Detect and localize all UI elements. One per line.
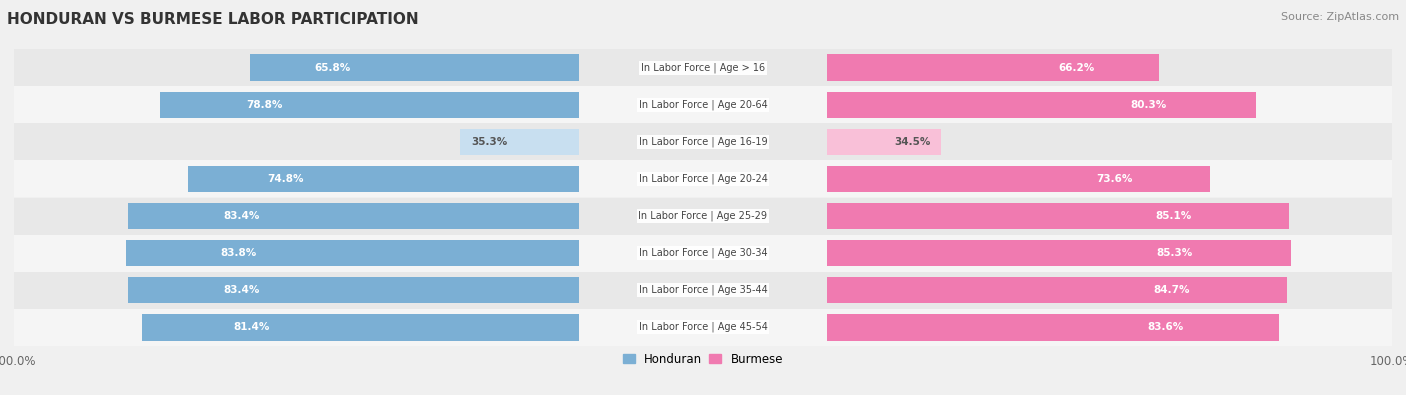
Text: In Labor Force | Age 16-19: In Labor Force | Age 16-19 <box>638 137 768 147</box>
Bar <box>827 92 1256 118</box>
Text: HONDURAN VS BURMESE LABOR PARTICIPATION: HONDURAN VS BURMESE LABOR PARTICIPATION <box>7 12 419 27</box>
Bar <box>14 198 1392 235</box>
Bar <box>827 277 1286 303</box>
Bar <box>125 240 579 267</box>
Text: 83.4%: 83.4% <box>224 211 259 221</box>
Text: 85.3%: 85.3% <box>1157 248 1192 258</box>
Bar <box>14 160 1392 198</box>
Bar <box>14 272 1392 308</box>
Text: In Labor Force | Age 45-54: In Labor Force | Age 45-54 <box>638 322 768 333</box>
Text: In Labor Force | Age 20-24: In Labor Force | Age 20-24 <box>638 174 768 184</box>
Text: 74.8%: 74.8% <box>267 174 304 184</box>
Text: In Labor Force | Age 30-34: In Labor Force | Age 30-34 <box>638 248 768 258</box>
Bar <box>460 128 579 155</box>
Text: 83.8%: 83.8% <box>221 248 257 258</box>
Bar <box>187 166 579 192</box>
Bar <box>142 314 579 340</box>
Text: 65.8%: 65.8% <box>314 63 350 73</box>
Text: In Labor Force | Age 20-64: In Labor Force | Age 20-64 <box>638 100 768 110</box>
Text: In Labor Force | Age > 16: In Labor Force | Age > 16 <box>641 62 765 73</box>
Bar <box>827 203 1289 229</box>
Text: 34.5%: 34.5% <box>894 137 931 147</box>
Bar <box>827 240 1291 267</box>
Text: 83.6%: 83.6% <box>1147 322 1184 332</box>
Text: 35.3%: 35.3% <box>471 137 508 147</box>
Text: 80.3%: 80.3% <box>1130 100 1167 110</box>
Text: 73.6%: 73.6% <box>1097 174 1132 184</box>
Bar <box>14 123 1392 160</box>
Text: Source: ZipAtlas.com: Source: ZipAtlas.com <box>1281 12 1399 22</box>
Text: 81.4%: 81.4% <box>233 322 270 332</box>
Bar <box>827 55 1159 81</box>
Bar <box>14 49 1392 87</box>
Bar <box>160 92 579 118</box>
Bar <box>14 235 1392 272</box>
Bar <box>827 314 1279 340</box>
Text: 66.2%: 66.2% <box>1057 63 1094 73</box>
Bar <box>128 277 579 303</box>
Text: In Labor Force | Age 35-44: In Labor Force | Age 35-44 <box>638 285 768 295</box>
Text: 78.8%: 78.8% <box>246 100 283 110</box>
Bar <box>128 203 579 229</box>
Bar <box>827 128 941 155</box>
Text: 83.4%: 83.4% <box>224 285 259 295</box>
Text: 84.7%: 84.7% <box>1153 285 1189 295</box>
Bar <box>14 308 1392 346</box>
Bar <box>14 87 1392 123</box>
Text: In Labor Force | Age 25-29: In Labor Force | Age 25-29 <box>638 211 768 221</box>
Bar <box>250 55 579 81</box>
Legend: Honduran, Burmese: Honduran, Burmese <box>623 353 783 366</box>
Text: 85.1%: 85.1% <box>1156 211 1192 221</box>
Bar <box>827 166 1211 192</box>
